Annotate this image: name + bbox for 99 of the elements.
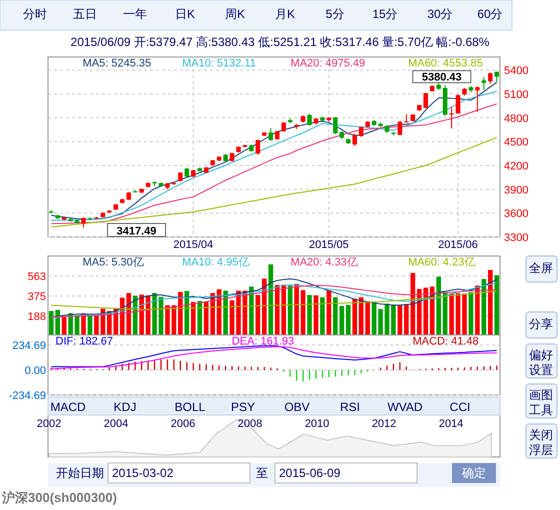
y-tick-label: 4200 bbox=[504, 160, 528, 172]
bar bbox=[339, 306, 344, 336]
candlestick bbox=[494, 71, 500, 82]
text: 分享 bbox=[529, 317, 553, 331]
bar bbox=[333, 297, 338, 336]
x-tick-label: 2015/04 bbox=[173, 239, 214, 251]
text: OBV bbox=[284, 400, 310, 414]
bar bbox=[307, 295, 312, 336]
y-tick-label: 3900 bbox=[504, 184, 528, 196]
candlestick bbox=[307, 113, 312, 126]
series-label: DIF: 182.67 bbox=[56, 336, 114, 348]
candlestick bbox=[488, 72, 493, 84]
y-tick-label: 5100 bbox=[504, 88, 528, 101]
candlestick bbox=[358, 126, 364, 138]
text: CCI bbox=[450, 400, 470, 414]
x-tick-label: 2014 bbox=[438, 418, 464, 430]
candlestick bbox=[256, 139, 260, 156]
candlestick bbox=[449, 106, 454, 130]
text: 日K bbox=[174, 7, 196, 21]
y-tick-label: -234.69 bbox=[8, 390, 46, 402]
candlestick bbox=[352, 133, 357, 147]
line-series bbox=[50, 290, 498, 310]
x-tick-label: 2006 bbox=[170, 418, 196, 430]
text: 5分 bbox=[326, 7, 344, 21]
y-tick-label: 4500 bbox=[504, 136, 528, 149]
x-tick-label: 2002 bbox=[36, 418, 62, 430]
text: 15分 bbox=[372, 7, 398, 21]
series-label: DEA: 161.93 bbox=[232, 336, 294, 348]
text: 全屏 bbox=[529, 261, 553, 275]
text: 30分 bbox=[427, 7, 453, 21]
candlestick bbox=[475, 86, 480, 112]
x-tick-label: 2004 bbox=[104, 418, 128, 430]
text: MA10: 4.95亿 bbox=[182, 256, 250, 268]
text: MA60: 4.23亿 bbox=[408, 256, 476, 268]
text: 2015-03-02 bbox=[112, 466, 174, 480]
text: 画图工具 bbox=[529, 388, 553, 417]
candlestick bbox=[482, 76, 486, 90]
text: 月K bbox=[274, 7, 296, 21]
text: 偏好设置 bbox=[529, 348, 553, 377]
candlestick bbox=[423, 92, 428, 109]
y-tick-label: 234.69 bbox=[12, 340, 46, 352]
text: 开始日期 bbox=[56, 466, 104, 480]
y-tick-label: 5400 bbox=[504, 65, 528, 78]
text: 周K bbox=[224, 7, 246, 21]
y-tick-label: 0.00 bbox=[24, 365, 46, 377]
text: 确定 bbox=[461, 466, 486, 480]
annotation: 5380.43 bbox=[422, 72, 462, 84]
bar bbox=[326, 290, 332, 336]
candlestick bbox=[333, 116, 338, 135]
text: 关闭浮层 bbox=[529, 428, 553, 457]
y-tick-label: 3300 bbox=[504, 232, 528, 244]
bar bbox=[494, 275, 500, 336]
candlestick bbox=[178, 172, 183, 182]
chart-title: 2015/06/09 开:5379.47 高:5380.43 低:5251.21 收:5317.46 量:5.70亿 幅:-0.68% bbox=[70, 35, 490, 49]
bar bbox=[256, 295, 260, 336]
bar bbox=[320, 297, 325, 336]
candlestick bbox=[404, 114, 409, 123]
text: WVAD bbox=[387, 400, 423, 414]
bar bbox=[346, 304, 351, 336]
text: MA20: 4975.49 bbox=[290, 58, 366, 70]
y-tick-label: 563 bbox=[28, 270, 46, 283]
text: 沪深300(sh000300) bbox=[1, 490, 117, 505]
y-tick-label: 375 bbox=[28, 291, 46, 303]
x-tick-label: 2015/05 bbox=[309, 239, 349, 251]
annotation: 3417.49 bbox=[116, 226, 156, 238]
text: BOLL bbox=[174, 400, 206, 414]
text: MA60: 4553.85 bbox=[408, 58, 483, 70]
candlestick bbox=[81, 217, 86, 228]
candlestick bbox=[456, 94, 460, 114]
bar bbox=[288, 286, 292, 336]
x-tick-label: 2012 bbox=[372, 418, 396, 430]
candlestick bbox=[184, 167, 190, 178]
text: KDJ bbox=[114, 400, 136, 414]
text: RSI bbox=[340, 400, 360, 414]
y-tick-label: 188 bbox=[28, 310, 46, 323]
text: 一年 bbox=[123, 7, 147, 21]
series-label: MACD: 41.48 bbox=[412, 336, 479, 348]
x-tick-label: 2015/06 bbox=[438, 239, 478, 251]
text: 2015-06-09 bbox=[279, 466, 341, 480]
y-tick-label: 4800 bbox=[504, 112, 528, 125]
text: MA5: 5245.35 bbox=[82, 58, 152, 70]
bar bbox=[314, 295, 318, 336]
text: 分时 bbox=[23, 7, 47, 21]
candlestick bbox=[398, 120, 402, 136]
text: PSY bbox=[230, 400, 256, 414]
text: MA5: 5.30亿 bbox=[82, 256, 144, 268]
text: MA10: 5132.11 bbox=[182, 58, 256, 70]
line-series bbox=[50, 136, 498, 228]
y-tick-label: 3600 bbox=[504, 208, 528, 220]
text: MACD bbox=[50, 400, 86, 414]
x-tick-label: 2010 bbox=[304, 418, 330, 430]
x-tick-label: 2008 bbox=[238, 418, 262, 430]
series-label: MA20: 4.33亿 bbox=[290, 256, 358, 268]
text: 五日 bbox=[73, 7, 97, 21]
bar bbox=[468, 292, 474, 336]
text: 至 bbox=[256, 466, 268, 480]
bar bbox=[398, 305, 402, 336]
text: 60分 bbox=[477, 7, 503, 21]
candlestick bbox=[268, 128, 274, 141]
